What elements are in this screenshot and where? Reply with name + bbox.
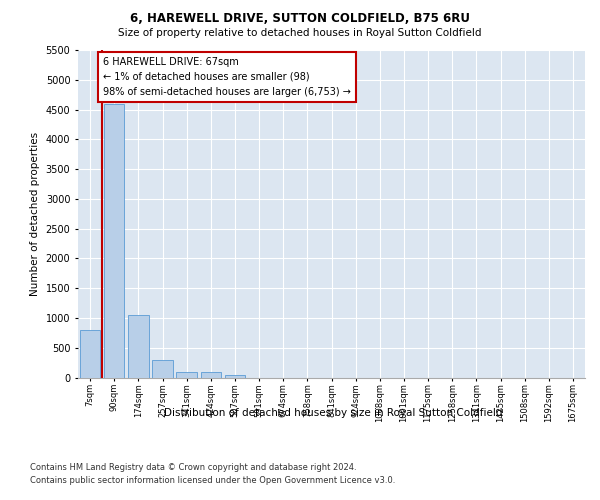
Bar — [176, 372, 197, 378]
Text: Distribution of detached houses by size in Royal Sutton Coldfield: Distribution of detached houses by size … — [164, 408, 502, 418]
Text: 6 HAREWELL DRIVE: 67sqm
← 1% of detached houses are smaller (98)
98% of semi-det: 6 HAREWELL DRIVE: 67sqm ← 1% of detached… — [103, 57, 351, 96]
Bar — [80, 330, 100, 378]
Text: 6, HAREWELL DRIVE, SUTTON COLDFIELD, B75 6RU: 6, HAREWELL DRIVE, SUTTON COLDFIELD, B75… — [130, 12, 470, 26]
Text: Size of property relative to detached houses in Royal Sutton Coldfield: Size of property relative to detached ho… — [118, 28, 482, 38]
Bar — [224, 374, 245, 378]
Bar — [128, 315, 149, 378]
Bar — [200, 372, 221, 378]
Bar — [152, 360, 173, 378]
Text: Contains HM Land Registry data © Crown copyright and database right 2024.: Contains HM Land Registry data © Crown c… — [30, 462, 356, 471]
Y-axis label: Number of detached properties: Number of detached properties — [30, 132, 40, 296]
Bar — [104, 104, 124, 378]
Text: Contains public sector information licensed under the Open Government Licence v3: Contains public sector information licen… — [30, 476, 395, 485]
